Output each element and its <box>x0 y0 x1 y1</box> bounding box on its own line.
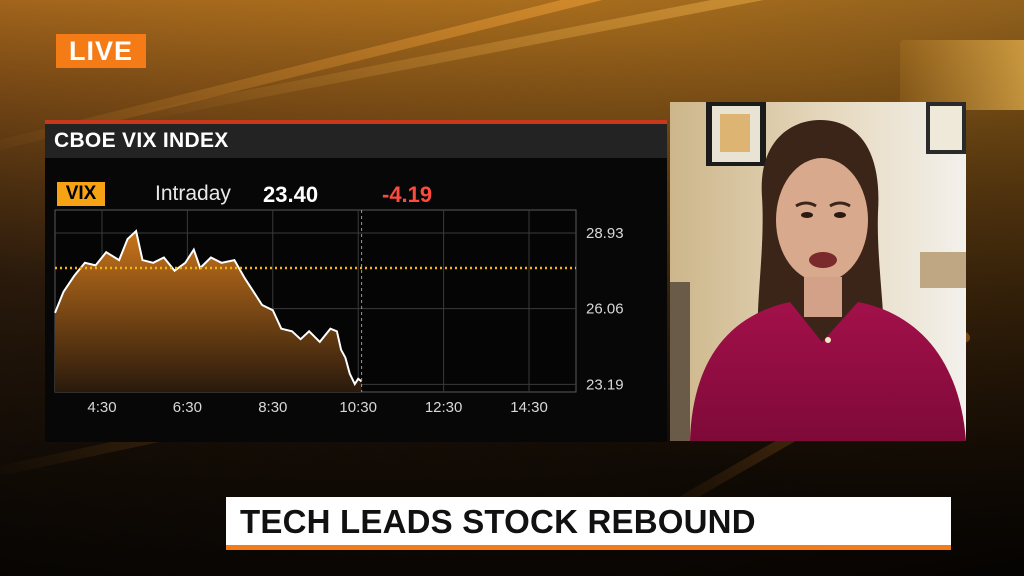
lower-third-banner: TECH LEADS STOCK REBOUND <box>226 497 951 550</box>
vix-intraday-chart: 4:30 6:30 8:30 10:30 12:30 14:30 28.93 26.06 23.… <box>54 209 624 416</box>
interval-label: Intraday <box>155 182 231 205</box>
y-tick-label: 28.93 <box>586 225 624 242</box>
guest-face <box>776 158 868 282</box>
live-badge: LIVE <box>56 34 146 68</box>
x-tick-label: 10:30 <box>339 399 377 416</box>
y-tick-label: 26.06 <box>586 301 624 318</box>
y-tick-label: 23.19 <box>586 376 624 393</box>
headline: TECH LEADS STOCK REBOUND <box>240 503 756 540</box>
x-tick-label: 14:30 <box>510 399 548 416</box>
guest-video-feed <box>670 102 966 441</box>
x-tick-label: 4:30 <box>87 399 116 416</box>
background-light-streak <box>900 40 1024 110</box>
vix-series-line <box>54 229 363 387</box>
x-tick-label: 12:30 <box>425 399 463 416</box>
chart-title-bar: CBOE VIX INDEX <box>45 120 667 158</box>
x-tick-label: 6:30 <box>173 399 202 416</box>
x-tick-label: 8:30 <box>258 399 287 416</box>
ticker-badge: VIX <box>57 182 105 206</box>
vix-area-fill <box>55 231 362 392</box>
last-price: 23.40 <box>263 182 319 207</box>
guest-shirt <box>690 302 966 441</box>
chart-title: CBOE VIX INDEX <box>54 129 229 152</box>
net-change: -4.19 <box>382 182 433 207</box>
vix-chart-panel: CBOE VIX INDEX VIX Intraday 23.40 -4.19 … <box>45 120 667 442</box>
guest-image <box>670 102 966 441</box>
